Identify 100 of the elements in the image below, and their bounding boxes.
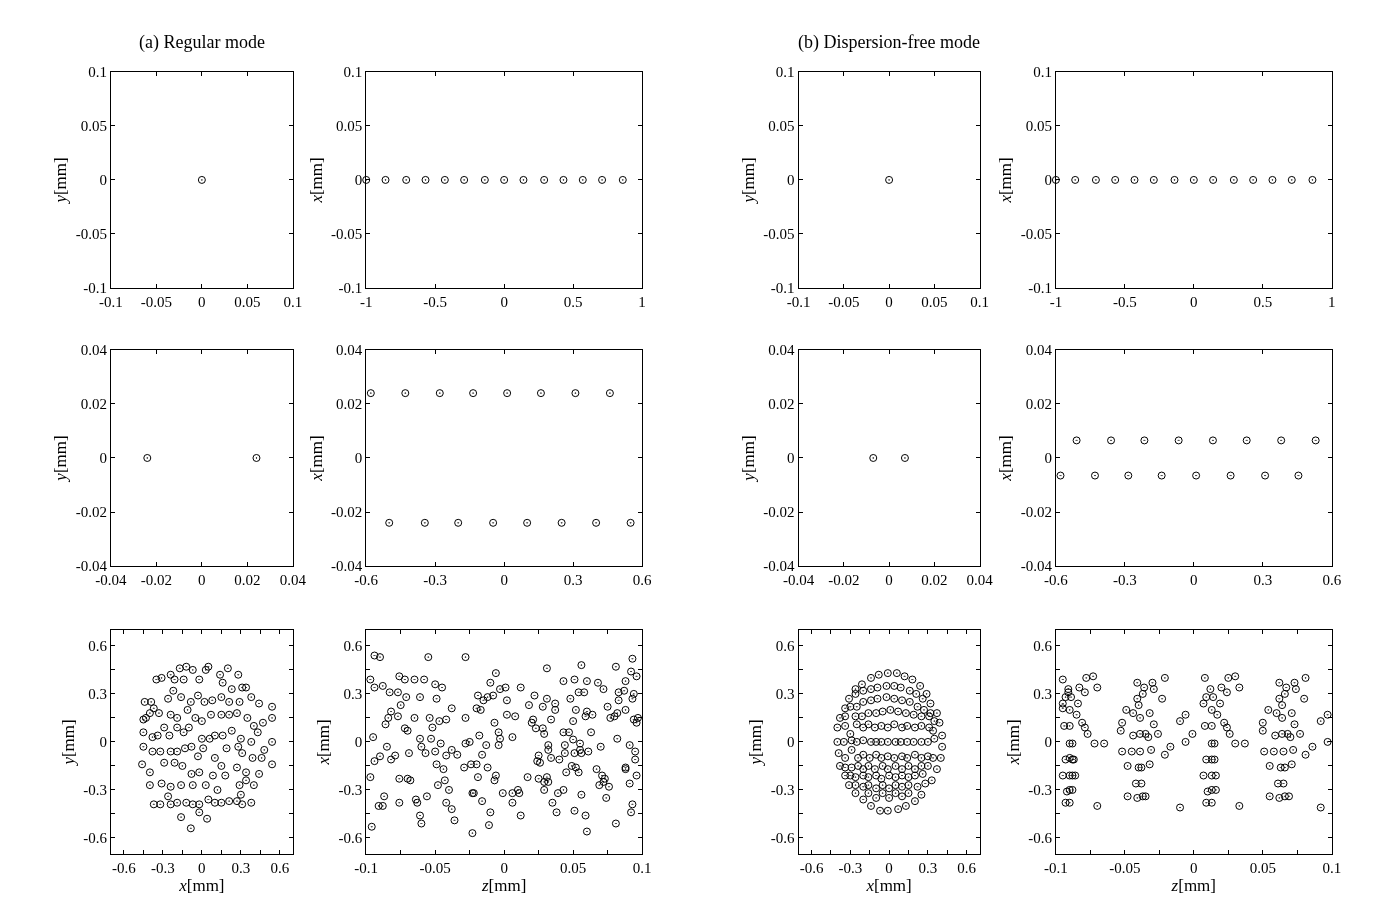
y-axis-title: x[mm] — [306, 435, 326, 482]
y-tick-label: 0 — [99, 734, 107, 751]
x-tick-label: 1 — [1328, 294, 1336, 311]
y-tick-label: 0 — [99, 172, 107, 189]
y-tick-label: -0.6 — [83, 830, 108, 847]
y-tick-label: 0.1 — [88, 64, 107, 81]
x-tick-label: 0.5 — [1253, 294, 1273, 311]
y-tick-label: 0 — [99, 450, 107, 467]
x-tick-label: -0.02 — [828, 572, 860, 589]
y-tick-label: -0.3 — [338, 782, 363, 799]
x-tick-label: -0.3 — [838, 859, 863, 876]
x-tick-label: 0.6 — [632, 572, 652, 589]
y-tick-label: 0.3 — [88, 686, 107, 703]
y-tick-label: 0.1 — [775, 64, 795, 81]
y-tick-label: -0.1 — [1028, 280, 1052, 297]
y-axis-title: x[mm] — [1003, 719, 1023, 766]
y-tick-label: -0.1 — [770, 280, 795, 297]
x-tick-label: -0.3 — [1112, 572, 1137, 589]
y-tick-label: 0.3 — [1033, 686, 1052, 703]
x-tick-label: 0.05 — [921, 294, 948, 311]
y-axis-title: y[mm] — [58, 719, 78, 767]
x-tick-label: -0.6 — [112, 859, 137, 876]
y-tick-label: 0.05 — [80, 118, 107, 135]
x-tick-label: 0 — [885, 859, 893, 876]
x-tick-label: 0 — [500, 572, 508, 589]
y-tick-label: 0 — [354, 172, 363, 189]
x-tick-label: 0.04 — [966, 572, 994, 589]
y-tick-label: -0.6 — [1028, 830, 1053, 847]
x-tick-label: 0.02 — [234, 572, 261, 589]
x-tick-label: 0 — [1190, 294, 1198, 311]
y-tick-label: -0.04 — [763, 558, 796, 575]
x-axis-title: z[mm] — [1170, 875, 1217, 895]
x-tick-label: -0.05 — [1109, 859, 1141, 876]
y-tick-label: 0.6 — [775, 638, 796, 655]
x-tick-label: 0 — [1190, 859, 1198, 876]
x-tick-label: 0.3 — [231, 859, 251, 876]
x-tick-label: 0.3 — [563, 572, 583, 589]
x-tick-label: 1 — [638, 294, 646, 311]
y-tick-label: 0.1 — [343, 64, 363, 81]
y-tick-label: 0.3 — [343, 686, 363, 703]
x-tick-label: -1 — [1049, 294, 1063, 311]
y-tick-label: -0.3 — [1028, 782, 1052, 799]
y-tick-label: 0.04 — [80, 342, 108, 359]
y-tick-label: 0 — [1044, 172, 1052, 189]
x-tick-label: -0.5 — [423, 294, 448, 311]
y-tick-label: -0.05 — [1020, 226, 1052, 243]
x-tick-label: 0.05 — [1249, 859, 1276, 876]
y-tick-label: -0.05 — [330, 226, 363, 243]
y-tick-label: 0.6 — [88, 638, 108, 655]
x-axis-title: x[mm] — [865, 875, 912, 895]
x-tick-label: -0.05 — [140, 294, 173, 311]
y-tick-label: 0 — [787, 734, 795, 751]
y-tick-label: -0.04 — [330, 558, 363, 575]
y-tick-label: 0 — [1044, 734, 1052, 751]
y-tick-label: 0 — [787, 172, 795, 189]
y-tick-label: 0 — [354, 734, 363, 751]
x-tick-label: 0.1 — [283, 294, 303, 311]
x-tick-label: 0 — [500, 294, 508, 311]
x-tick-label: -0.02 — [140, 572, 173, 589]
y-tick-label: -0.6 — [338, 830, 363, 847]
y-tick-label: -0.3 — [770, 782, 795, 799]
x-tick-label: 0.3 — [1253, 572, 1273, 589]
y-tick-label: 0.05 — [1025, 118, 1052, 135]
y-tick-label: 0.04 — [335, 342, 363, 359]
x-tick-label: -0.3 — [423, 572, 448, 589]
y-axis-title: x[mm] — [996, 157, 1016, 204]
y-tick-label: 0.02 — [1025, 396, 1052, 413]
y-axis-title: x[mm] — [314, 719, 334, 766]
y-tick-label: -0.05 — [763, 226, 795, 243]
y-tick-label: -0.3 — [83, 782, 107, 799]
x-tick-label: 0.6 — [957, 859, 977, 876]
y-tick-label: 0.04 — [1025, 342, 1053, 359]
x-tick-label: 0.04 — [279, 572, 307, 589]
x-tick-label: 0 — [198, 294, 206, 311]
y-tick-label: -0.6 — [770, 830, 796, 847]
x-tick-label: 0.05 — [559, 859, 587, 876]
y-tick-label: 0.05 — [335, 118, 363, 135]
y-tick-label: -0.04 — [1020, 558, 1053, 575]
x-tick-label: -0.6 — [799, 859, 824, 876]
y-tick-label: -0.04 — [75, 558, 108, 575]
y-tick-label: -0.1 — [83, 280, 107, 297]
x-tick-label: -1 — [359, 294, 373, 311]
x-tick-label: 0.1 — [1322, 859, 1342, 876]
x-tick-label: 0 — [885, 294, 893, 311]
y-tick-label: -0.02 — [763, 504, 795, 521]
x-tick-label: 0.1 — [970, 294, 989, 311]
x-tick-label: 0 — [500, 859, 508, 876]
y-tick-label: 0.02 — [335, 396, 363, 413]
y-tick-label: 0.02 — [80, 396, 107, 413]
y-tick-label: 0.05 — [768, 118, 795, 135]
x-tick-label: 0 — [198, 859, 206, 876]
x-tick-label: -0.5 — [1112, 294, 1137, 311]
x-tick-label: -0.3 — [151, 859, 175, 876]
y-tick-label: 0 — [787, 450, 795, 467]
y-tick-label: -0.1 — [338, 280, 363, 297]
y-tick-label: -0.02 — [330, 504, 363, 521]
y-tick-label: 0.3 — [775, 686, 795, 703]
y-tick-label: -0.02 — [75, 504, 107, 521]
y-tick-label: 0.6 — [343, 638, 363, 655]
y-tick-label: 0 — [354, 450, 363, 467]
